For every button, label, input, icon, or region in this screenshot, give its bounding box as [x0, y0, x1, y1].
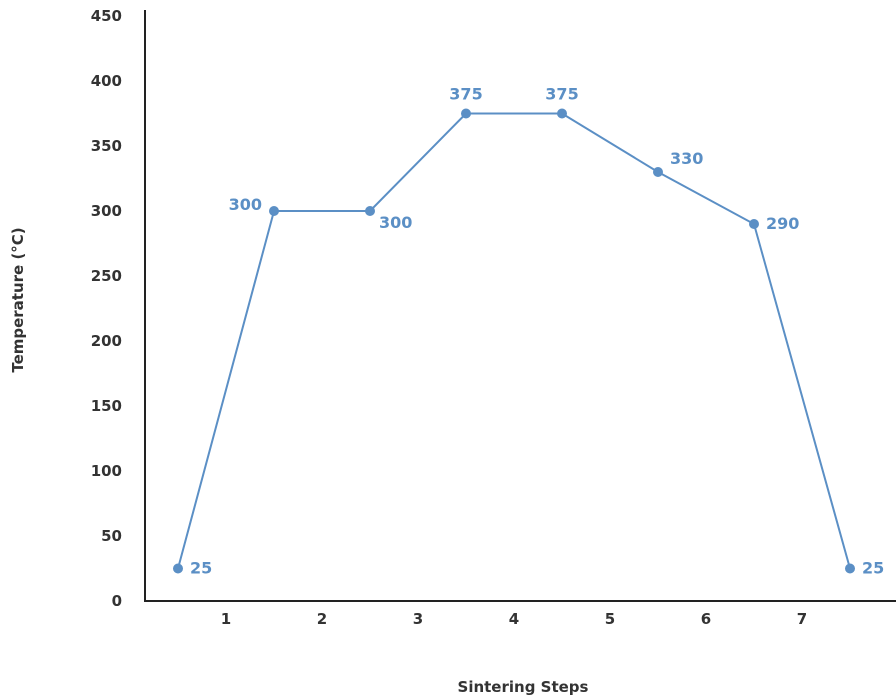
data-label: 375: [545, 85, 578, 104]
data-label: 25: [190, 559, 212, 578]
data-label: 300: [379, 213, 412, 232]
x-tick-label: 4: [509, 610, 519, 628]
y-tick-label: 100: [91, 462, 122, 480]
y-tick-labels: 0 50 100 150 200 250 300 350 400 450: [91, 7, 122, 610]
data-label: 25: [862, 559, 884, 578]
x-tick-label: 5: [605, 610, 615, 628]
y-tick-label: 450: [91, 7, 122, 25]
data-point: [749, 219, 759, 229]
x-tick-label: 2: [317, 610, 327, 628]
series-line: [177, 112, 851, 569]
y-axis-title: Temperature (°C): [9, 227, 27, 372]
x-tick-label: 6: [701, 610, 711, 628]
data-point: [365, 206, 375, 216]
axes: [144, 10, 896, 602]
x-axis-title: Sintering Steps: [458, 678, 589, 696]
y-tick-label: 300: [91, 202, 122, 220]
data-label: 300: [229, 195, 262, 214]
data-point: [461, 108, 471, 119]
y-tick-label: 200: [91, 332, 122, 350]
data-point: [557, 108, 567, 119]
series-group: [173, 108, 855, 574]
x-tick-label: 3: [413, 610, 423, 628]
data-point: [845, 563, 855, 574]
x-tick-label: 1: [221, 610, 231, 628]
x-tick-label: 7: [797, 610, 807, 628]
x-tick-labels: 1 2 3 4 5 6 7: [221, 610, 807, 628]
data-point: [653, 167, 663, 177]
y-tick-label: 400: [91, 72, 122, 90]
data-labels: 25 300 300 375 375 330 290 25: [190, 85, 884, 578]
data-point: [173, 563, 183, 574]
y-tick-label: 50: [101, 527, 122, 545]
y-tick-label: 150: [91, 397, 122, 415]
y-tick-label: 0: [112, 592, 122, 610]
data-label: 375: [449, 85, 482, 104]
data-label: 290: [766, 214, 799, 233]
data-point: [269, 206, 279, 216]
data-label: 330: [670, 149, 703, 168]
y-tick-label: 350: [91, 137, 122, 155]
y-tick-label: 250: [91, 267, 122, 285]
